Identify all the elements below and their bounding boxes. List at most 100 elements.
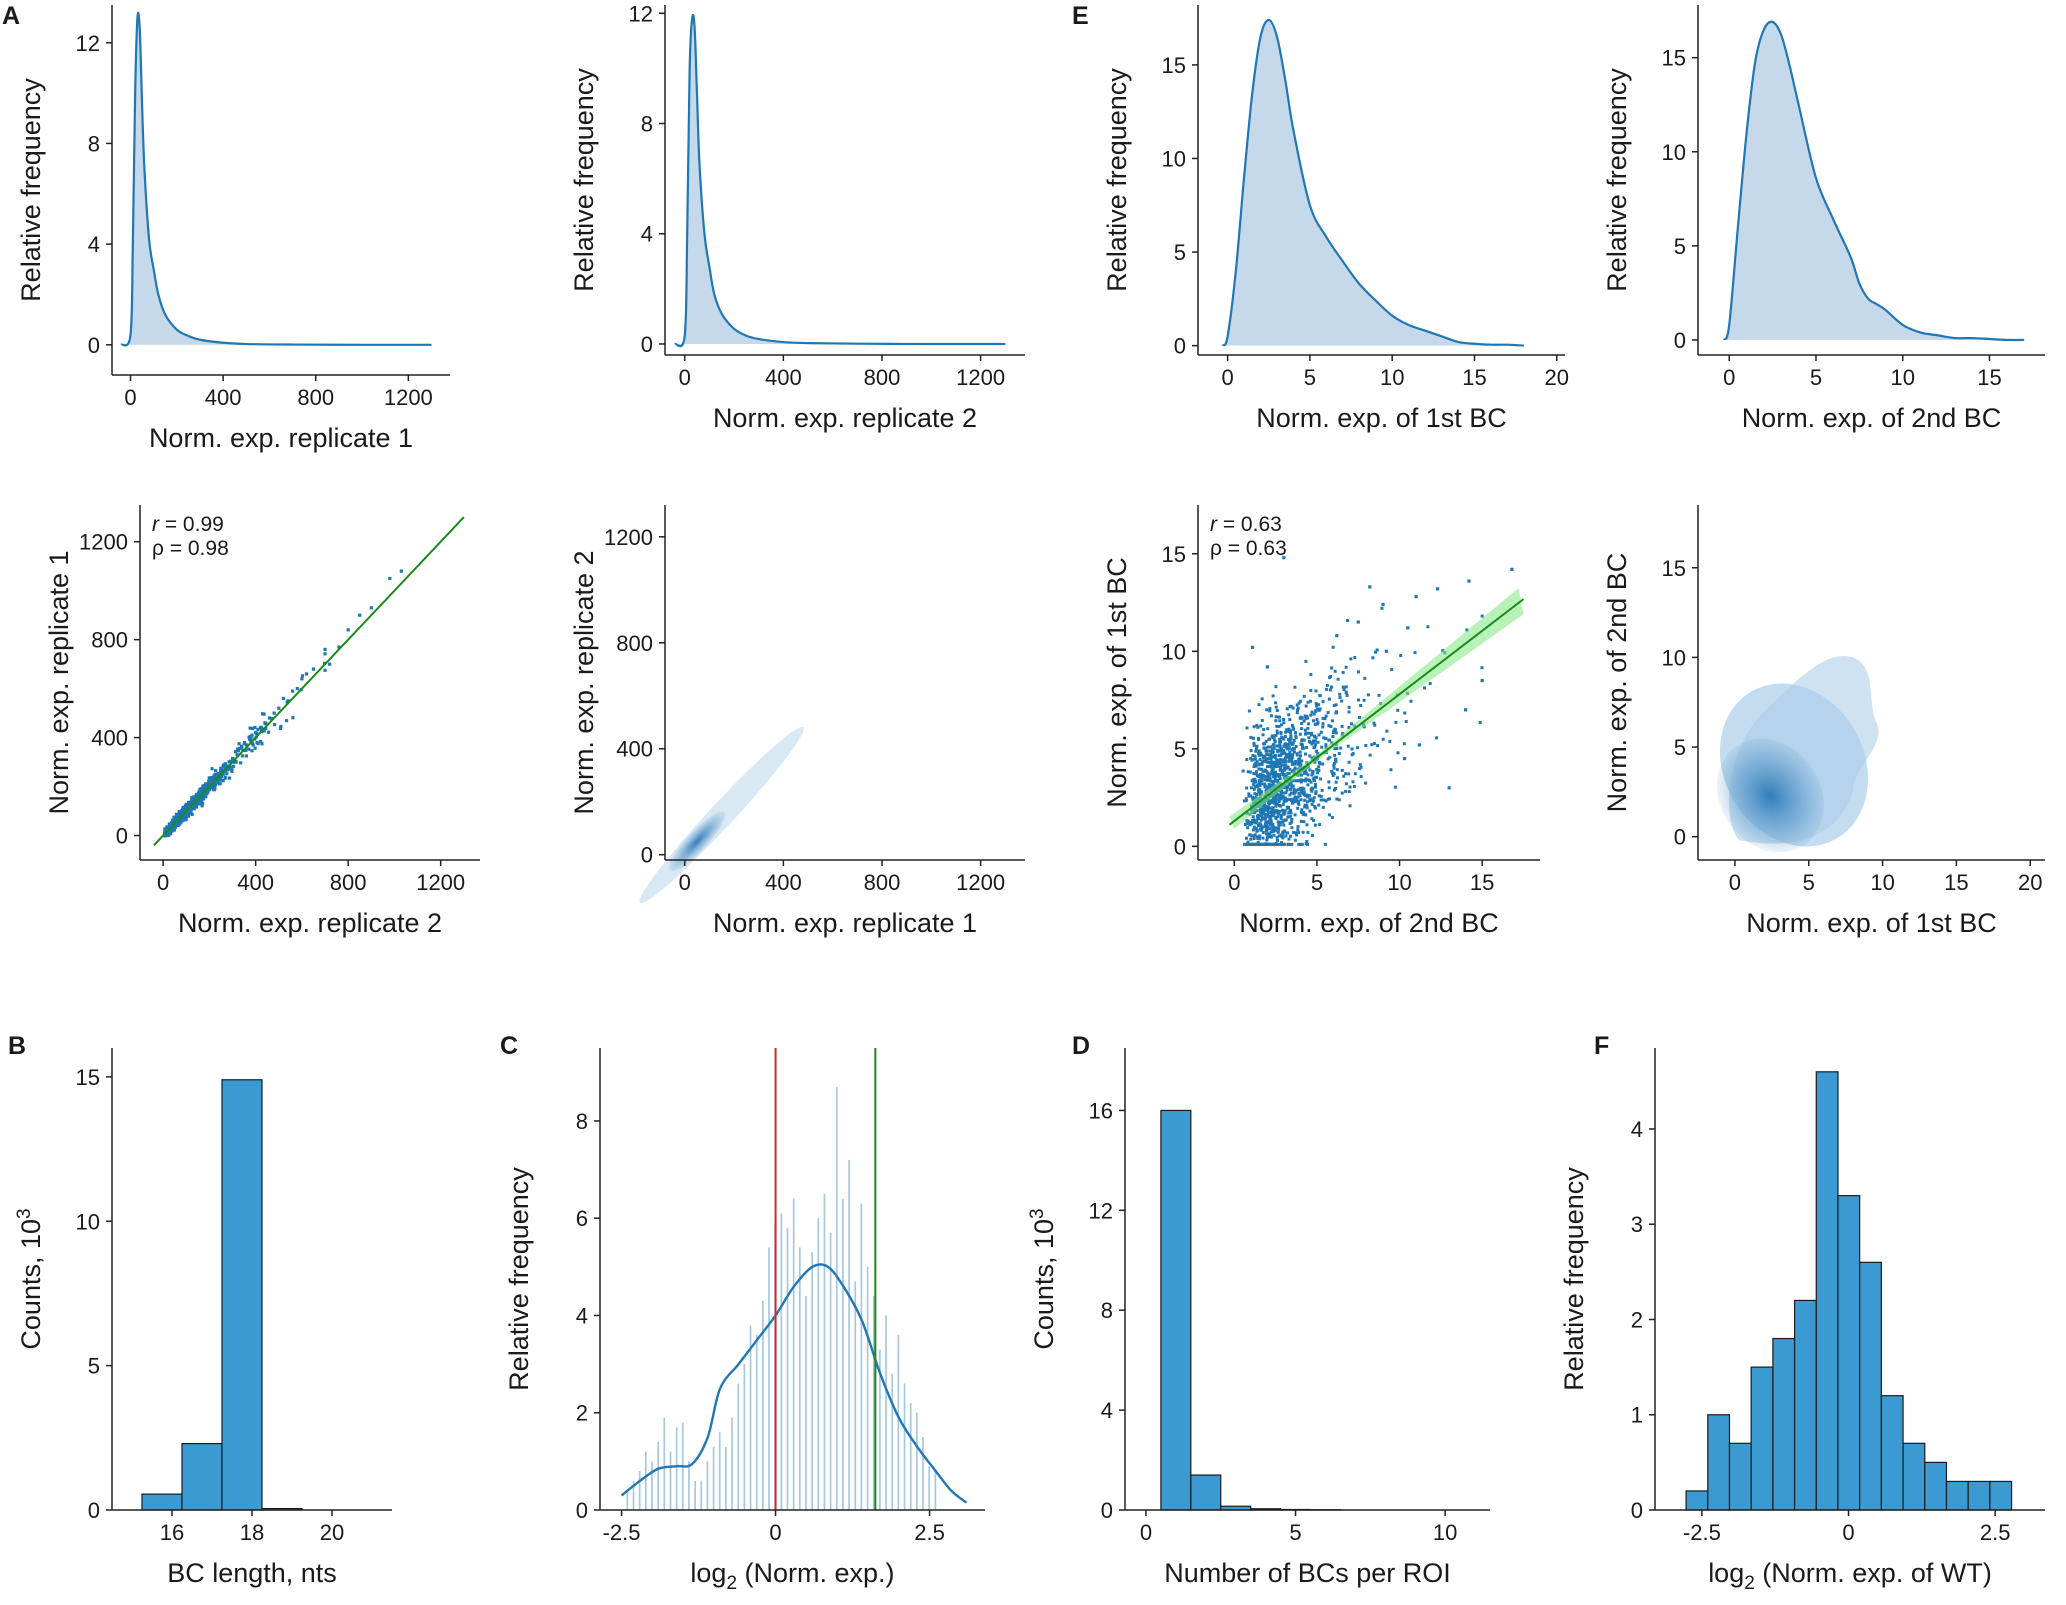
chart-c: -2.5 0 2.5 0 2 4 6 8 log2 (Norm. exp.) Relative f… [504,1048,985,1594]
scatter-point [1375,648,1379,652]
scatter-point [1327,724,1331,728]
x-tick-label: 15 [1944,870,1968,895]
scatter-point [1279,762,1283,766]
scatter-point [1315,771,1319,775]
scatter-point [1366,693,1370,697]
scatter-point [1324,743,1328,747]
scatter-point [1404,720,1408,724]
scatter-point [1268,753,1272,757]
scatter-point [1269,714,1273,718]
scatter-point [170,822,175,826]
y-tick-label: 0 [1101,1498,1113,1523]
scatter-point [1310,731,1314,735]
bar [909,1403,912,1510]
x-tick-label: 1200 [956,365,1005,390]
scatter-point [1287,759,1291,763]
scatter-point [1328,797,1332,801]
x-tick-label: 5 [1289,1520,1301,1545]
scatter-point [1385,729,1389,733]
scatter-point [1263,774,1267,778]
scatter-point [1328,676,1332,680]
scatter-point [1242,799,1246,803]
scatter-point [1317,794,1321,798]
scatter-point [1277,827,1281,831]
scatter-point [358,613,362,617]
scatter-point [1274,685,1278,689]
scatter-point [1282,819,1286,823]
scatter-point [1358,716,1362,720]
scatter-point [1262,808,1266,812]
scatter-point [1271,770,1275,774]
scatter-point [1279,793,1283,797]
scatter-point [1254,784,1258,788]
scatter-point [1267,821,1271,825]
scatter-point [1305,800,1309,804]
y-tick-label: 0 [1174,834,1186,859]
scatter-point [1352,785,1356,789]
x-axis-label: Norm. exp. of 1st BC [1256,403,1507,433]
x-axis-label: log2 (Norm. exp. of WT) [1708,1558,1992,1594]
scatter-point [1321,762,1325,766]
scatter-point [1406,626,1410,630]
scatter-point [1279,813,1283,817]
y-tick-label: 0 [1674,825,1686,850]
scatter-point [1256,841,1260,845]
x-tick-label: 1200 [416,870,465,895]
scatter-point [1304,732,1308,736]
bar [694,1480,696,1510]
scatter-point [1292,792,1296,796]
scatter-point [1338,695,1342,699]
scatter-point [1266,757,1270,761]
density-line [1221,18,1524,347]
scatter-point [1258,783,1262,787]
scatter-point [1255,774,1259,778]
scatter-point [1280,808,1284,812]
scatter-point [1314,785,1318,789]
scatter-point [1272,764,1276,768]
scatter-point [234,760,238,764]
scatter-point [1289,834,1293,838]
scatter-point [198,802,202,806]
scatter-point [189,800,193,804]
scatter-point [261,712,265,716]
scatter-point [1251,818,1255,822]
y-axis-label: Counts, 103 [1027,1208,1059,1349]
scatter-point [1298,794,1302,798]
scatter-point [1300,790,1304,794]
scatter-point [171,820,176,824]
scatter-point [1300,759,1304,763]
y-tick-label: 10 [76,1209,100,1234]
scatter-point [215,774,219,778]
scatter-point [300,677,304,681]
scatter-point [1344,685,1348,689]
bar [786,1227,789,1510]
scatter-point [1333,786,1337,790]
scatter-point [1334,746,1338,750]
y-tick-label: 0 [88,1498,100,1523]
scatter-point [1265,838,1269,842]
scatter-point [1276,838,1280,842]
scatter-point [1376,744,1380,748]
x-tick-label: 0 [124,385,136,410]
scatter-point [1268,757,1272,761]
scatter-point [1300,721,1304,725]
scatter-point [1384,649,1388,653]
y-axis-label: Norm. exp. replicate 2 [569,550,599,814]
chart-d: 0 5 10 0 4 8 12 16 Number of BCs per ROI Counts, … [1027,1048,1490,1588]
scatter-point [1353,656,1357,660]
scatter-point [1324,714,1328,718]
scatter-point [1282,556,1286,560]
bar [823,1193,826,1510]
scatter-point [1347,705,1351,709]
scatter-point [1285,728,1289,732]
scatter-point [1291,753,1295,757]
scatter-point [1302,738,1306,742]
scatter-point [1332,761,1336,765]
scatter-point [1269,815,1273,819]
scatter-point [1278,823,1282,827]
scatter-point [1322,736,1326,740]
scatter-point [1245,786,1249,790]
scatter-point [1295,711,1299,715]
scatter-point [1281,794,1285,798]
scatter-point [1465,628,1469,632]
